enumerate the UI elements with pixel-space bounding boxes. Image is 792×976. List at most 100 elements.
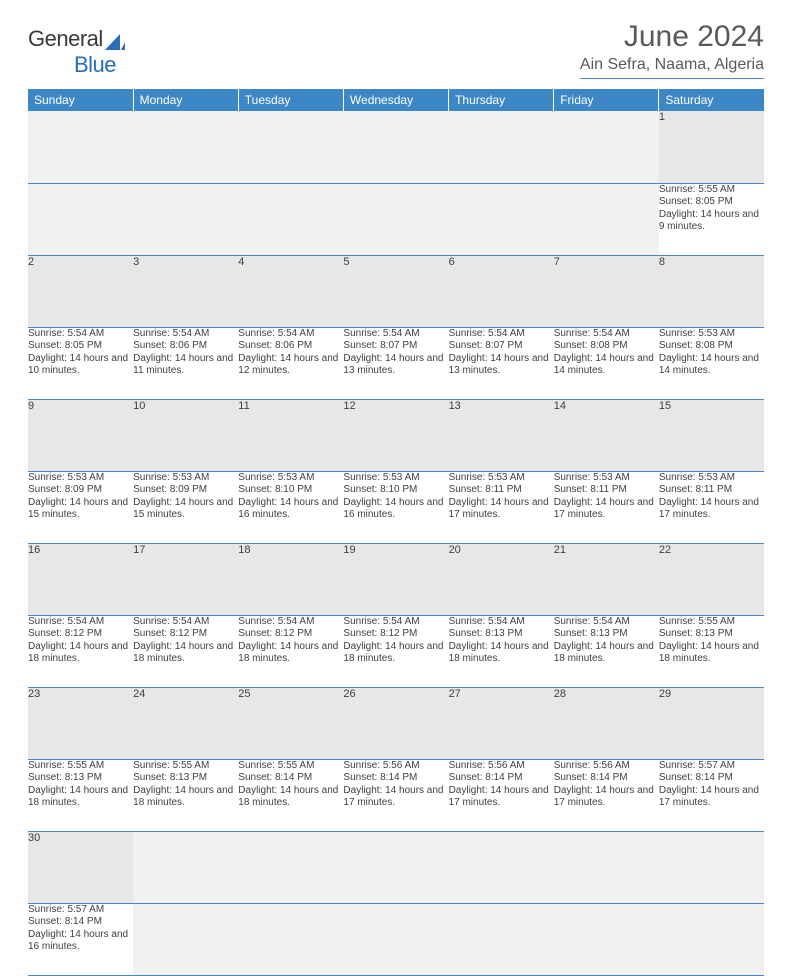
day-number-cell: 15 — [659, 399, 764, 471]
day-header: Wednesday — [343, 89, 448, 111]
day-number-cell: 18 — [238, 543, 343, 615]
day-content-cell: Sunrise: 5:56 AMSunset: 8:14 PMDaylight:… — [449, 759, 554, 831]
day-number-cell — [343, 111, 448, 183]
week-content-row: Sunrise: 5:55 AMSunset: 8:05 PMDaylight:… — [28, 183, 764, 255]
sunset-text: Sunset: 8:14 PM — [28, 916, 133, 929]
day-number-cell: 25 — [238, 687, 343, 759]
day-content-cell — [554, 183, 659, 255]
sunrise-text: Sunrise: 5:54 AM — [343, 328, 448, 341]
daylight-text: Daylight: 14 hours and 12 minutes. — [238, 353, 343, 378]
week-daynum-row: 2345678 — [28, 255, 764, 327]
daylight-text: Daylight: 14 hours and 18 minutes. — [28, 785, 133, 810]
sunset-text: Sunset: 8:12 PM — [133, 628, 238, 641]
daylight-text: Daylight: 14 hours and 9 minutes. — [659, 209, 764, 234]
day-content-cell: Sunrise: 5:53 AMSunset: 8:09 PMDaylight:… — [28, 471, 133, 543]
daylight-text: Daylight: 14 hours and 17 minutes. — [449, 497, 554, 522]
daylight-text: Daylight: 14 hours and 14 minutes. — [554, 353, 659, 378]
sunset-text: Sunset: 8:10 PM — [343, 484, 448, 497]
sunset-text: Sunset: 8:09 PM — [133, 484, 238, 497]
day-content-cell: Sunrise: 5:54 AMSunset: 8:12 PMDaylight:… — [133, 615, 238, 687]
daylight-text: Daylight: 14 hours and 18 minutes. — [133, 641, 238, 666]
week-content-row: Sunrise: 5:55 AMSunset: 8:13 PMDaylight:… — [28, 759, 764, 831]
logo: GeneralBlue — [28, 26, 127, 78]
week-daynum-row: 9101112131415 — [28, 399, 764, 471]
day-content-cell — [554, 903, 659, 975]
day-number-cell — [238, 831, 343, 903]
day-content-cell: Sunrise: 5:54 AMSunset: 8:06 PMDaylight:… — [133, 327, 238, 399]
sunset-text: Sunset: 8:07 PM — [449, 340, 554, 353]
sunset-text: Sunset: 8:14 PM — [554, 772, 659, 785]
daylight-text: Daylight: 14 hours and 16 minutes. — [28, 929, 133, 954]
sunset-text: Sunset: 8:07 PM — [343, 340, 448, 353]
sunrise-text: Sunrise: 5:53 AM — [554, 472, 659, 485]
day-content-cell: Sunrise: 5:53 AMSunset: 8:09 PMDaylight:… — [133, 471, 238, 543]
day-content-cell: Sunrise: 5:55 AMSunset: 8:14 PMDaylight:… — [238, 759, 343, 831]
day-number-cell: 23 — [28, 687, 133, 759]
day-number-cell — [659, 831, 764, 903]
day-number-cell: 4 — [238, 255, 343, 327]
sunrise-text: Sunrise: 5:54 AM — [449, 328, 554, 341]
day-number-cell — [133, 831, 238, 903]
daylight-text: Daylight: 14 hours and 18 minutes. — [554, 641, 659, 666]
week-content-row: Sunrise: 5:54 AMSunset: 8:05 PMDaylight:… — [28, 327, 764, 399]
sunset-text: Sunset: 8:13 PM — [659, 628, 764, 641]
day-number-cell — [343, 831, 448, 903]
day-number-cell: 17 — [133, 543, 238, 615]
day-number-cell: 2 — [28, 255, 133, 327]
day-content-cell: Sunrise: 5:54 AMSunset: 8:12 PMDaylight:… — [238, 615, 343, 687]
day-header: Sunday — [28, 89, 133, 111]
sunrise-text: Sunrise: 5:55 AM — [133, 760, 238, 773]
calendar-table: Sunday Monday Tuesday Wednesday Thursday… — [28, 89, 764, 976]
sunrise-text: Sunrise: 5:53 AM — [449, 472, 554, 485]
day-number-cell: 24 — [133, 687, 238, 759]
day-number-cell: 3 — [133, 255, 238, 327]
day-number-cell: 8 — [659, 255, 764, 327]
sunrise-text: Sunrise: 5:55 AM — [238, 760, 343, 773]
sunset-text: Sunset: 8:11 PM — [659, 484, 764, 497]
day-content-cell: Sunrise: 5:54 AMSunset: 8:08 PMDaylight:… — [554, 327, 659, 399]
sunrise-text: Sunrise: 5:56 AM — [343, 760, 448, 773]
sunset-text: Sunset: 8:14 PM — [238, 772, 343, 785]
sunrise-text: Sunrise: 5:56 AM — [554, 760, 659, 773]
logo-text-blue: Blue — [74, 52, 116, 77]
day-content-cell — [343, 183, 448, 255]
daylight-text: Daylight: 14 hours and 15 minutes. — [28, 497, 133, 522]
day-number-cell: 14 — [554, 399, 659, 471]
month-title: June 2024 — [580, 20, 764, 54]
sunrise-text: Sunrise: 5:55 AM — [28, 760, 133, 773]
sunset-text: Sunset: 8:09 PM — [28, 484, 133, 497]
day-number-cell: 7 — [554, 255, 659, 327]
day-content-cell: Sunrise: 5:55 AMSunset: 8:05 PMDaylight:… — [659, 183, 764, 255]
logo-sail-icon — [105, 34, 127, 52]
sunset-text: Sunset: 8:11 PM — [449, 484, 554, 497]
daylight-text: Daylight: 14 hours and 13 minutes. — [449, 353, 554, 378]
day-number-cell: 6 — [449, 255, 554, 327]
week-daynum-row: 23242526272829 — [28, 687, 764, 759]
sunset-text: Sunset: 8:14 PM — [449, 772, 554, 785]
day-header: Monday — [133, 89, 238, 111]
header: GeneralBlue June 2024 Ain Sefra, Naama, … — [28, 20, 764, 79]
sunrise-text: Sunrise: 5:54 AM — [554, 616, 659, 629]
week-daynum-row: 16171819202122 — [28, 543, 764, 615]
daylight-text: Daylight: 14 hours and 16 minutes. — [343, 497, 448, 522]
day-content-cell: Sunrise: 5:53 AMSunset: 8:10 PMDaylight:… — [238, 471, 343, 543]
day-content-cell: Sunrise: 5:54 AMSunset: 8:13 PMDaylight:… — [554, 615, 659, 687]
day-content-cell: Sunrise: 5:54 AMSunset: 8:07 PMDaylight:… — [343, 327, 448, 399]
week-content-row: Sunrise: 5:54 AMSunset: 8:12 PMDaylight:… — [28, 615, 764, 687]
day-content-cell: Sunrise: 5:55 AMSunset: 8:13 PMDaylight:… — [28, 759, 133, 831]
day-number-cell: 20 — [449, 543, 554, 615]
day-content-cell — [659, 903, 764, 975]
sunset-text: Sunset: 8:14 PM — [343, 772, 448, 785]
sunrise-text: Sunrise: 5:55 AM — [659, 184, 764, 197]
week-content-row: Sunrise: 5:57 AMSunset: 8:14 PMDaylight:… — [28, 903, 764, 975]
sunrise-text: Sunrise: 5:53 AM — [238, 472, 343, 485]
day-number-cell: 27 — [449, 687, 554, 759]
day-header: Tuesday — [238, 89, 343, 111]
day-content-cell — [449, 903, 554, 975]
day-number-cell — [238, 111, 343, 183]
daylight-text: Daylight: 14 hours and 10 minutes. — [28, 353, 133, 378]
day-content-cell: Sunrise: 5:53 AMSunset: 8:10 PMDaylight:… — [343, 471, 448, 543]
day-number-cell: 1 — [659, 111, 764, 183]
header-rule — [580, 78, 764, 79]
day-number-cell: 5 — [343, 255, 448, 327]
